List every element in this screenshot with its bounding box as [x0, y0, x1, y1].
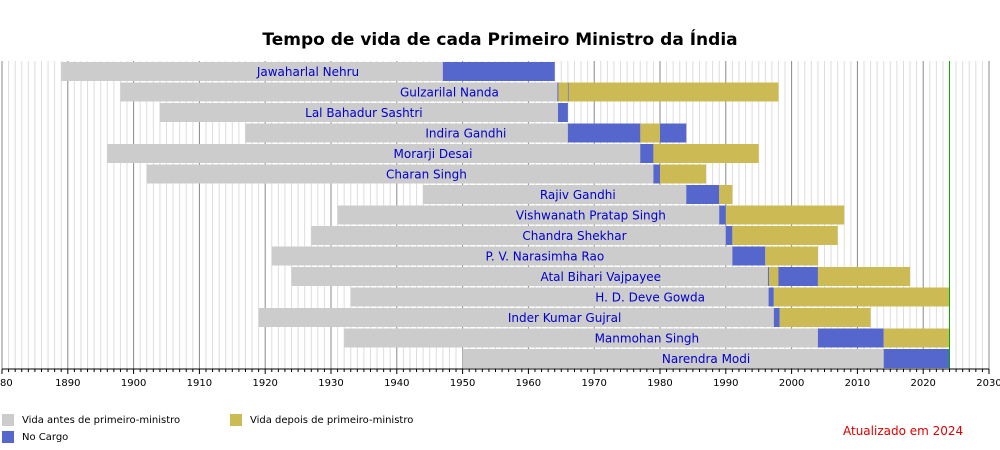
bar-in-office	[567, 123, 641, 143]
bar-in-office	[778, 267, 818, 286]
minister-label: Morarji Desai	[394, 147, 473, 161]
bar-in-office	[817, 328, 884, 348]
bar-in-office	[686, 185, 720, 204]
x-tick-label: 1960	[516, 378, 541, 389]
bar-in-office	[660, 123, 687, 143]
bar-before	[146, 164, 654, 184]
legend-after-label: Vida depois de primeiro-ministro	[250, 414, 414, 426]
bar-after	[653, 144, 759, 163]
x-tick-label: 1930	[318, 378, 343, 389]
minister-label: Gulzarilal Nanda	[400, 86, 499, 100]
bar-after	[568, 82, 779, 102]
bar-after	[883, 328, 950, 348]
x-tick-label: 1910	[187, 378, 212, 389]
legend-in-office: No Cargo	[2, 431, 68, 443]
bar-before	[462, 349, 884, 368]
bar-before	[311, 226, 726, 245]
legend-before-swatch	[2, 414, 14, 426]
bar-between-terms	[768, 267, 779, 286]
bar-before	[344, 328, 818, 348]
legend-after-swatch	[230, 414, 242, 426]
updated-note: Atualizado em 2024	[843, 424, 964, 438]
legend-in-office-label: No Cargo	[22, 431, 69, 443]
bar-in-office	[767, 267, 769, 286]
minister-label: Indira Gandhi	[425, 127, 506, 141]
bar-in-office	[768, 287, 774, 307]
minister-label: Chandra Shekhar	[522, 229, 626, 243]
bar-in-office	[719, 205, 726, 225]
x-tick-label: 2030	[976, 378, 1000, 389]
bar-in-office	[640, 144, 654, 163]
x-tick-label: 1890	[55, 378, 80, 389]
legend-before-label: Vida antes de primeiro-ministro	[22, 414, 181, 426]
bar-before	[350, 287, 769, 307]
bar-before	[159, 103, 559, 122]
bar-after	[773, 287, 950, 307]
bar-in-office	[773, 308, 780, 327]
minister-label: Narendra Modi	[662, 352, 750, 366]
minister-label: Jawaharlal Nehru	[256, 65, 359, 79]
bar-between-terms	[558, 82, 568, 102]
bar-between-terms	[640, 123, 660, 143]
minister-label: Rajiv Gandhi	[540, 188, 616, 202]
bar-in-office	[567, 82, 569, 102]
x-tick-label: 2010	[845, 378, 870, 389]
minister-label: Inder Kumar Gujral	[508, 311, 621, 325]
legend-before: Vida antes de primeiro-ministro	[2, 414, 180, 426]
minister-label: Vishwanath Pratap Singh	[516, 209, 666, 223]
bar-before	[245, 123, 568, 143]
minister-label: P. V. Narasimha Rao	[485, 250, 604, 264]
bar-in-office	[732, 246, 766, 266]
legend-in-office-swatch	[2, 431, 14, 443]
minister-label: Lal Bahadur Sashtri	[305, 106, 423, 120]
chart-title: Tempo de vida de cada Primeiro Ministro …	[262, 30, 738, 50]
bar-in-office	[725, 226, 733, 245]
x-tick-label: 1920	[252, 378, 277, 389]
legend-after: Vida depois de primeiro-ministro	[230, 414, 413, 426]
bar-before	[258, 308, 774, 327]
x-tick-label: 1940	[384, 378, 409, 389]
bar-in-office	[442, 62, 555, 81]
minister-label: Charan Singh	[386, 168, 467, 182]
minister-label: H. D. Deve Gowda	[595, 291, 705, 305]
x-tick-label: 1980	[647, 378, 672, 389]
bar-after	[765, 246, 818, 266]
bar-after	[779, 308, 871, 327]
x-tick-label: 1970	[581, 378, 606, 389]
bar-after	[719, 185, 733, 204]
bar-in-office	[558, 103, 568, 122]
bar-in-office	[557, 82, 559, 102]
x-tick-label: 2020	[910, 378, 935, 389]
bar-before	[120, 82, 558, 102]
minister-label: Atal Bihari Vajpayee	[540, 270, 661, 284]
x-tick-label: 1990	[713, 378, 738, 389]
bar-after	[817, 267, 911, 286]
x-tick-label: 1900	[121, 378, 146, 389]
bar-before	[107, 144, 641, 163]
bar-after	[660, 164, 707, 184]
bar-before	[337, 205, 720, 225]
bar-before	[291, 267, 768, 286]
x-tick-label: 1950	[450, 378, 475, 389]
bar-before	[423, 185, 687, 204]
x-tick-label: 1880	[0, 378, 13, 389]
bar-in-office	[883, 349, 950, 368]
bar-before	[61, 62, 443, 81]
x-tick-label: 2000	[779, 378, 804, 389]
minister-label: Manmohan Singh	[595, 332, 700, 346]
bar-after	[725, 205, 845, 225]
bar-in-office	[653, 164, 660, 184]
bar-after	[732, 226, 838, 245]
bar-before	[271, 246, 733, 266]
